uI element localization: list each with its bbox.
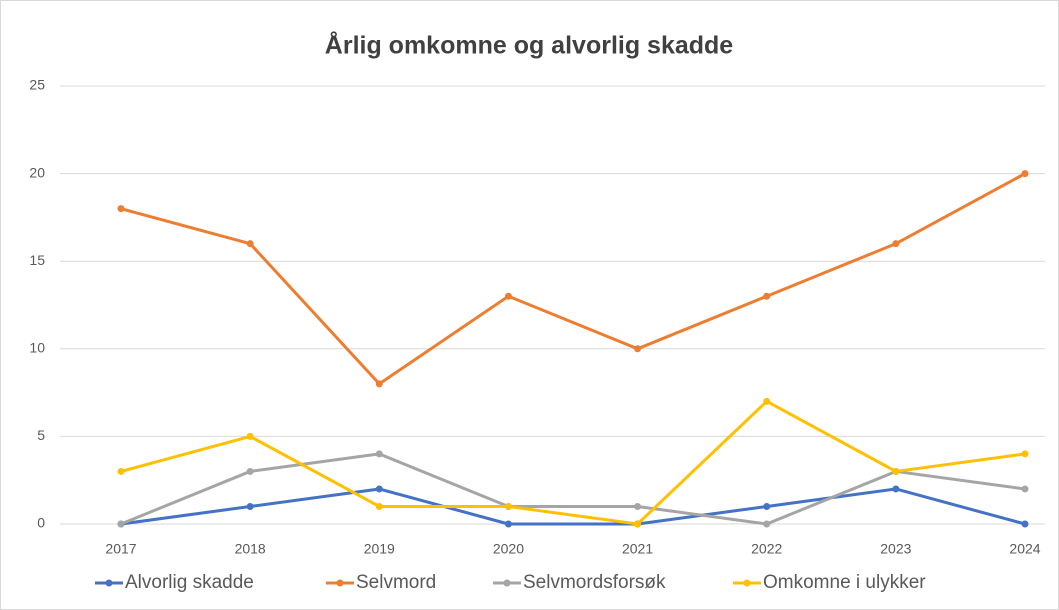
x-tick-label: 2019 (364, 541, 395, 557)
data-point (246, 432, 254, 440)
data-point (504, 502, 512, 510)
y-tick-label: 25 (29, 77, 45, 93)
data-point (1021, 485, 1029, 493)
legend-label: Selvmordsforsøk (523, 572, 666, 593)
y-tick-label: 5 (37, 427, 45, 443)
legend-label: Omkomne i ulykker (763, 572, 926, 593)
legend-label: Alvorlig skadde (125, 572, 254, 593)
legend-marker (336, 579, 344, 587)
data-point (375, 485, 383, 493)
data-point (504, 520, 512, 528)
data-point (763, 292, 771, 300)
data-point (763, 502, 771, 510)
chart-title: Årlig omkomne og alvorlig skadde (325, 31, 734, 60)
y-tick-label: 0 (37, 515, 45, 531)
data-point (892, 467, 900, 475)
x-tick-label: 2017 (105, 541, 136, 557)
data-point (246, 502, 254, 510)
data-point (634, 502, 642, 510)
data-point (375, 502, 383, 510)
data-point (634, 345, 642, 353)
legend-marker (105, 579, 113, 587)
x-tick-label: 2021 (622, 541, 653, 557)
y-tick-label: 10 (29, 340, 45, 356)
data-point (1021, 450, 1029, 458)
data-point (246, 467, 254, 475)
data-point (763, 520, 771, 528)
series-line (120, 487, 1026, 526)
data-point (117, 467, 125, 475)
series-line (120, 172, 1026, 386)
data-point (1021, 520, 1029, 528)
data-point (1021, 170, 1029, 178)
series-line (120, 399, 1026, 526)
x-tick-label: 2018 (235, 541, 266, 557)
legend-marker (503, 579, 511, 587)
x-tick-label: 2022 (751, 541, 782, 557)
data-point (634, 520, 642, 528)
data-point (892, 240, 900, 248)
data-point (246, 240, 254, 248)
series-line (120, 452, 1026, 526)
y-tick-label: 20 (29, 164, 45, 180)
data-point (504, 292, 512, 300)
data-point (892, 485, 900, 493)
data-point (375, 450, 383, 458)
legend-marker (743, 579, 751, 587)
data-point (117, 520, 125, 528)
x-tick-label: 2023 (880, 541, 911, 557)
x-tick-label: 2024 (1009, 541, 1040, 557)
data-point (763, 397, 771, 405)
x-tick-label: 2020 (493, 541, 524, 557)
data-point (375, 380, 383, 388)
legend-label: Selvmord (356, 572, 436, 593)
y-tick-label: 15 (29, 252, 45, 268)
data-point (117, 205, 125, 213)
